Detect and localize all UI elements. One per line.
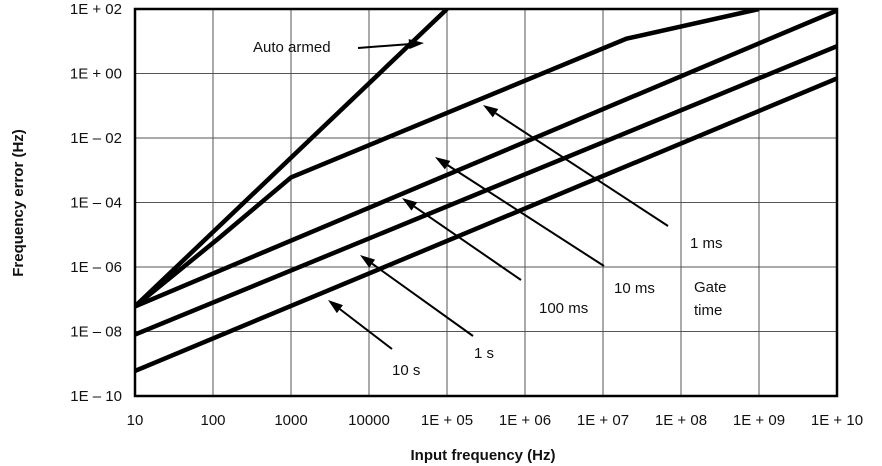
y-tick-label: 1E – 06 — [70, 259, 122, 276]
annotation-label: 100 ms — [539, 300, 588, 317]
annotation-arrow-head — [328, 300, 343, 314]
annotation-label: 1 ms — [690, 235, 723, 252]
annotation-label: Gate — [694, 279, 727, 296]
annotation-arrow-head — [360, 255, 376, 268]
annotation-arrow-head — [402, 198, 418, 211]
y-tick-label: 1E + 00 — [70, 66, 122, 83]
annotation-arrow-head — [483, 105, 499, 118]
x-tick-label: 1E + 06 — [499, 412, 551, 429]
annotation-arrow-shaft — [413, 205, 522, 281]
y-tick-label: 1E – 10 — [70, 388, 122, 405]
x-tick-label: 1000 — [274, 412, 307, 429]
annotation-arrow-shaft — [339, 308, 393, 350]
y-tick-label: 1E + 02 — [70, 1, 122, 18]
y-tick-labels: 1E + 02 1E + 00 1E – 02 1E – 04 1E – 06 1E – … — [70, 1, 122, 405]
annotation-layer: Auto armed 1 ms 10 ms 100 ms 1 s 10 s Gate time — [253, 39, 727, 379]
annotation-arrow-shaft — [357, 43, 410, 49]
annotation-label: 1 s — [474, 345, 494, 362]
x-tick-label: 1E + 05 — [421, 412, 473, 429]
series-line-1 — [135, 9, 449, 309]
series-line-3 — [135, 9, 837, 309]
x-axis-title: Input frequency (Hz) — [411, 447, 556, 464]
y-axis-title: Frequency error (Hz) — [10, 129, 27, 277]
annotation-arrow-shaft — [495, 112, 669, 227]
series-line-5 — [135, 76, 837, 373]
annotation-label: 10 s — [392, 362, 420, 379]
y-tick-label: 1E – 04 — [70, 195, 122, 212]
series-line-2 — [135, 9, 760, 309]
x-tick-label: 1E + 08 — [655, 412, 707, 429]
x-tick-label: 1E + 07 — [577, 412, 629, 429]
annotation-label: time — [694, 302, 722, 319]
x-tick-label: 1E + 09 — [733, 412, 785, 429]
annotation-label: 10 ms — [614, 280, 655, 297]
annotation-label: Auto armed — [253, 39, 331, 56]
annotation-arrow-shaft — [371, 262, 474, 337]
x-tick-label: 1E + 10 — [811, 412, 863, 429]
annotation-arrow-head — [408, 39, 424, 50]
x-tick-label: 10000 — [348, 412, 390, 429]
x-tick-labels: 10 100 1000 10000 1E + 05 1E + 06 1E + 07 1E + … — [127, 412, 863, 429]
annotation-arrow-shaft — [447, 164, 605, 267]
annotation-arrow-head — [435, 157, 451, 170]
y-tick-label: 1E – 02 — [70, 130, 122, 147]
y-tick-label: 1E – 08 — [70, 324, 122, 341]
x-tick-label: 100 — [200, 412, 225, 429]
plot-frame — [133, 7, 839, 398]
grid — [134, 8, 838, 397]
x-tick-label: 10 — [127, 412, 144, 429]
